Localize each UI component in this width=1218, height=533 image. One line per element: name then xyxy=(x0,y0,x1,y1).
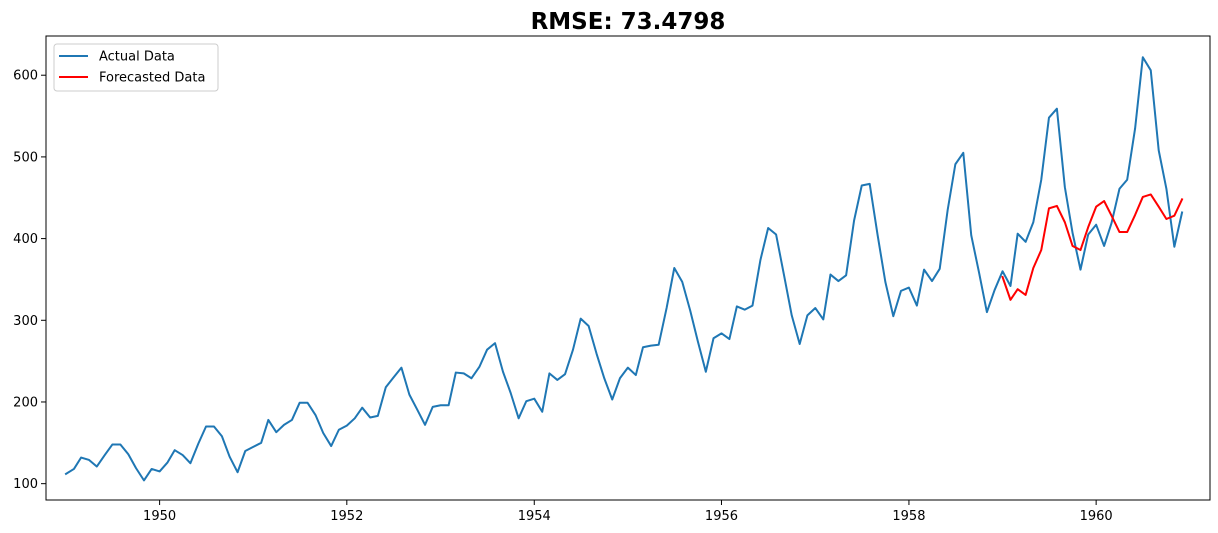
x-tick-label: 1950 xyxy=(143,509,176,524)
plot-area xyxy=(64,56,1184,482)
y-tick-label: 600 xyxy=(13,69,38,84)
legend-entry: Forecasted Data xyxy=(99,71,205,86)
series-line-actual-data xyxy=(64,56,1184,482)
x-tick-label: 1958 xyxy=(892,509,925,524)
chart-title: RMSE: 73.4798 xyxy=(531,9,726,35)
legend-entry: Actual Data xyxy=(99,50,175,65)
legend-box xyxy=(53,43,219,92)
legend: Actual Data Forecasted Data xyxy=(53,43,219,92)
y-tick-label: 300 xyxy=(13,314,38,329)
y-tick-label: 100 xyxy=(13,477,38,492)
axes-frame xyxy=(45,35,1211,501)
y-tick-label: 500 xyxy=(13,150,38,165)
y-tick-label: 200 xyxy=(13,395,38,410)
x-tick-label: 1952 xyxy=(330,509,363,524)
x-tick-label: 1960 xyxy=(1080,509,1113,524)
series-line-forecasted-data xyxy=(1001,193,1184,301)
y-tick-label: 400 xyxy=(13,232,38,247)
x-tick-label: 1954 xyxy=(518,509,551,524)
x-tick-label: 1956 xyxy=(705,509,738,524)
axes: 1950 1952 1954 1956 1958 1960 100 200 300 400 500 6… xyxy=(13,35,1211,524)
